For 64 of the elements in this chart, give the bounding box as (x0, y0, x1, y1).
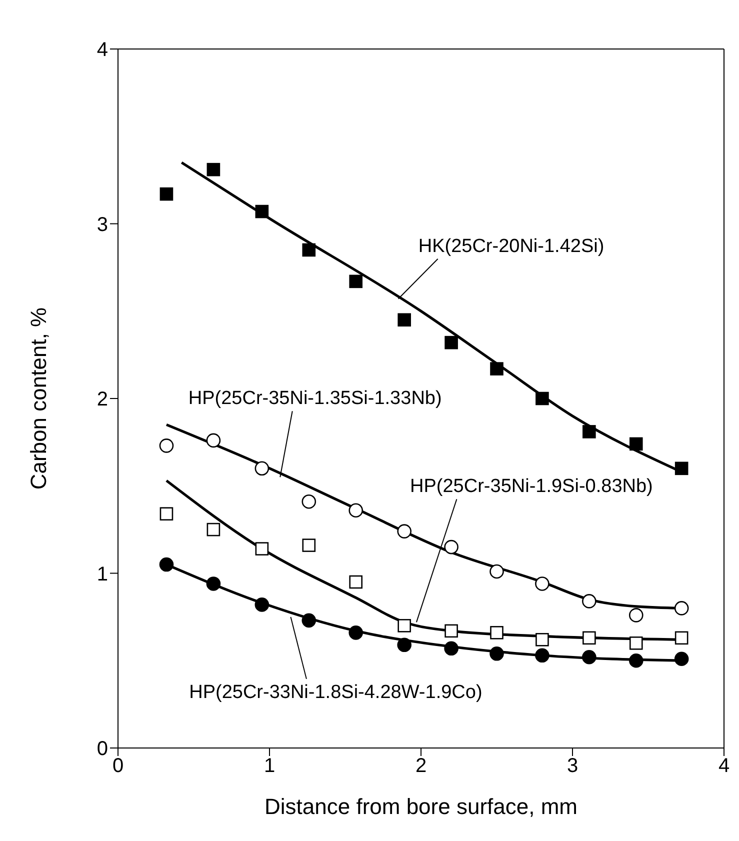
point (160, 507, 174, 520)
point (349, 575, 363, 589)
point (302, 613, 316, 628)
point (398, 313, 411, 327)
point (628, 608, 644, 622)
point (629, 636, 643, 650)
point (302, 494, 316, 509)
point (302, 538, 316, 552)
point (674, 652, 689, 666)
x-axis-title: Distance from bore surface, mm (264, 794, 578, 819)
point (348, 503, 364, 518)
point (349, 274, 363, 288)
y-tick-label: 4 (96, 39, 108, 62)
point (582, 650, 596, 664)
point (490, 564, 504, 579)
point (348, 626, 364, 640)
point (674, 631, 688, 645)
point (160, 187, 174, 201)
point (159, 438, 174, 453)
annotation: HP(25Cr-33Ni-1.8Si-4.28W-1.9Co) (189, 682, 482, 703)
point (398, 619, 411, 632)
point (582, 425, 596, 438)
point (159, 557, 174, 572)
point (536, 633, 549, 646)
point (444, 336, 458, 350)
point (444, 641, 458, 656)
x-tick-label: 2 (415, 755, 427, 778)
point (490, 646, 504, 661)
x-tick-label: 4 (718, 755, 730, 778)
y-tick-label: 0 (96, 738, 108, 760)
annotation: HK(25Cr-20Ni-1.42Si) (418, 236, 604, 257)
x-tick-label: 0 (112, 755, 124, 778)
point (254, 461, 270, 476)
point (535, 648, 550, 663)
point (582, 631, 596, 645)
x-tick-label: 1 (264, 755, 276, 778)
point (397, 524, 412, 538)
point (536, 392, 549, 406)
point (206, 522, 220, 536)
y-axis-title: Carbon content, % (26, 307, 51, 490)
point (490, 626, 504, 640)
point (206, 433, 221, 448)
annotation: HP(25Cr-35Ni-1.35Si-1.33Nb) (188, 388, 442, 410)
point (674, 601, 689, 616)
y-tick-label: 1 (96, 563, 108, 586)
point (629, 437, 643, 451)
point (254, 598, 270, 612)
point (582, 594, 596, 608)
y-tick-label: 2 (96, 388, 108, 411)
annotation: HP(25Cr-35Ni-1.9Si-0.83Nb) (410, 476, 653, 498)
point (302, 243, 316, 257)
point (444, 624, 458, 638)
point (444, 540, 458, 554)
point (397, 638, 412, 652)
point (628, 653, 644, 668)
point (255, 204, 269, 218)
point (206, 162, 220, 176)
point (206, 576, 221, 591)
point (535, 576, 550, 591)
y-tick-label: 3 (96, 214, 108, 236)
point (674, 462, 688, 476)
point (490, 362, 504, 376)
point (255, 542, 269, 556)
x-tick-label: 3 (566, 755, 578, 778)
